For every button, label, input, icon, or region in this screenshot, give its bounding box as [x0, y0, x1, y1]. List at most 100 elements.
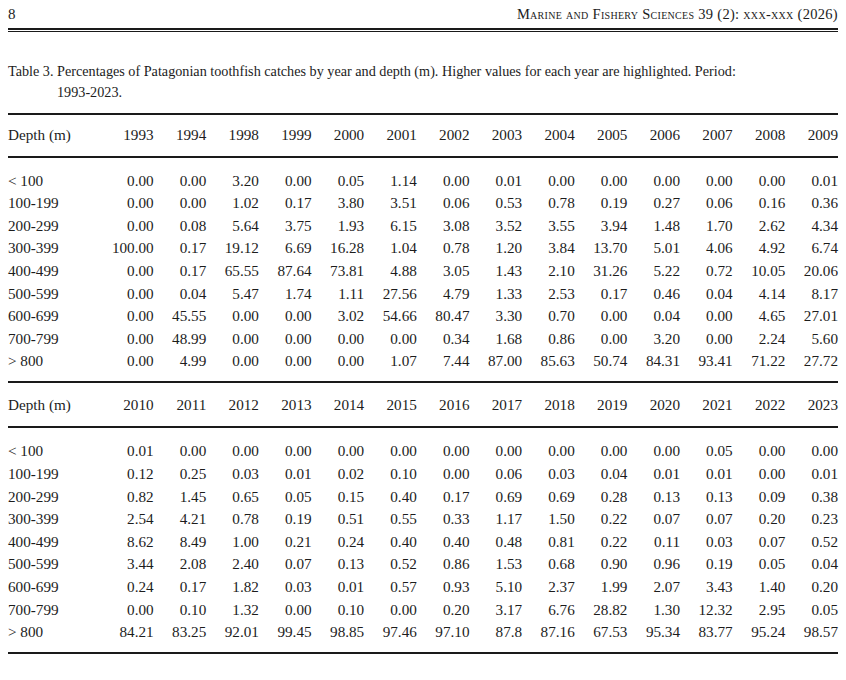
catch-percentage-cell: 12.32	[680, 598, 733, 621]
catch-percentage-cell: 0.05	[680, 427, 733, 462]
catch-percentage-cell: 2.40	[206, 553, 259, 576]
catch-percentage-cell: 1.32	[206, 598, 259, 621]
catch-percentage-cell: 0.08	[154, 214, 207, 237]
catch-percentage-cell: 0.04	[575, 463, 628, 486]
catch-percentage-cell: 8.49	[154, 530, 207, 553]
year-column-header: 2020	[627, 383, 680, 427]
catch-percentage-cell: 0.78	[206, 508, 259, 531]
catch-percentage-cell: 0.13	[627, 485, 680, 508]
catch-percentage-cell: 0.11	[627, 530, 680, 553]
table-row: 100-1990.000.001.020.173.803.510.060.530…	[8, 192, 838, 215]
catch-percentage-cell: 0.46	[627, 282, 680, 305]
table-row: 400-4990.000.1765.5587.6473.814.883.051.…	[8, 260, 838, 283]
catch-percentage-cell: 0.00	[101, 260, 154, 283]
catch-percentage-cell: 0.00	[312, 427, 365, 462]
catch-percentage-cell: 0.06	[680, 192, 733, 215]
catch-percentage-cell: 0.00	[154, 157, 207, 192]
depth-range-label: 400-499	[8, 260, 101, 283]
catch-percentage-cell: 0.65	[206, 485, 259, 508]
catch-percentage-cell: 27.72	[785, 350, 838, 382]
catch-percentage-cell: 1.70	[680, 214, 733, 237]
catch-percentage-cell: 87.16	[522, 621, 575, 653]
catch-percentage-cell: 98.85	[312, 621, 365, 653]
catch-percentage-cell: 0.00	[417, 463, 470, 486]
catch-percentage-cell: 0.05	[259, 485, 312, 508]
catch-percentage-cell: 4.79	[417, 282, 470, 305]
catch-percentage-cell: 0.00	[417, 157, 470, 192]
year-column-header: 2019	[575, 383, 628, 427]
catch-percentage-cell: 0.69	[469, 485, 522, 508]
catch-percentage-cell: 4.14	[733, 282, 786, 305]
catch-percentage-cell: 0.17	[575, 282, 628, 305]
catch-percentage-cell: 0.07	[627, 508, 680, 531]
catch-percentage-cell: 0.00	[680, 305, 733, 328]
catch-percentage-cell: 95.24	[733, 621, 786, 653]
depth-range-label: 200-299	[8, 485, 101, 508]
depth-range-label: > 800	[8, 350, 101, 382]
depth-range-label: 200-299	[8, 214, 101, 237]
catch-percentage-cell: 3.30	[469, 305, 522, 328]
catch-percentage-cell: 0.00	[733, 427, 786, 462]
catch-percentage-cell: 0.40	[364, 530, 417, 553]
catch-percentage-cell: 0.20	[417, 598, 470, 621]
catch-percentage-cell: 0.00	[785, 427, 838, 462]
catch-percentage-cell: 0.28	[575, 485, 628, 508]
catch-percentage-cell: 1.53	[469, 553, 522, 576]
depth-range-label: 100-199	[8, 192, 101, 215]
depth-range-label: > 800	[8, 621, 101, 653]
catch-percentage-cell: 5.10	[469, 576, 522, 599]
catch-table-1993-2009: Depth (m)1993199419981999200020012002200…	[8, 113, 838, 384]
catch-percentage-cell: 0.20	[733, 508, 786, 531]
catch-percentage-cell: 0.00	[154, 192, 207, 215]
catch-percentage-cell: 0.03	[259, 576, 312, 599]
header-rule	[8, 28, 838, 32]
running-header: 8 Marine and Fishery Sciences 39 (2): xx…	[8, 6, 838, 26]
catch-percentage-cell: 0.78	[417, 237, 470, 260]
catch-percentage-cell: 0.00	[259, 598, 312, 621]
table-header-row: Depth (m)1993199419981999200020012002200…	[8, 114, 838, 157]
catch-percentage-cell: 0.55	[364, 508, 417, 531]
catch-percentage-cell: 0.01	[680, 463, 733, 486]
catch-percentage-cell: 28.82	[575, 598, 628, 621]
catch-percentage-cell: 3.80	[312, 192, 365, 215]
catch-percentage-cell: 13.70	[575, 237, 628, 260]
depth-range-label: 100-199	[8, 463, 101, 486]
catch-percentage-cell: 0.00	[206, 305, 259, 328]
year-column-header: 2001	[364, 114, 417, 157]
catch-percentage-cell: 0.07	[733, 530, 786, 553]
depth-column-header: Depth (m)	[8, 383, 101, 427]
catch-percentage-cell: 0.16	[733, 192, 786, 215]
catch-percentage-cell: 0.38	[785, 485, 838, 508]
catch-percentage-cell: 65.55	[206, 260, 259, 283]
catch-percentage-cell: 92.01	[206, 621, 259, 653]
catch-percentage-cell: 0.10	[364, 463, 417, 486]
catch-percentage-cell: 0.70	[522, 305, 575, 328]
catch-percentage-cell: 0.25	[154, 463, 207, 486]
catch-percentage-cell: 71.22	[733, 350, 786, 382]
catch-percentage-cell: 0.40	[417, 530, 470, 553]
catch-percentage-cell: 3.52	[469, 214, 522, 237]
catch-percentage-cell: 0.07	[680, 508, 733, 531]
catch-percentage-cell: 0.00	[469, 427, 522, 462]
catch-percentage-cell: 0.15	[312, 485, 365, 508]
catch-percentage-cell: 0.86	[522, 327, 575, 350]
catch-percentage-cell: 0.00	[101, 157, 154, 192]
catch-percentage-cell: 54.66	[364, 305, 417, 328]
catch-percentage-cell: 0.04	[154, 282, 207, 305]
catch-percentage-cell: 0.24	[312, 530, 365, 553]
catch-percentage-cell: 0.00	[259, 157, 312, 192]
table-row: 500-5990.000.045.471.741.1127.564.791.33…	[8, 282, 838, 305]
caption-line-1: Table 3. Percentages of Patagonian tooth…	[8, 63, 736, 79]
table-row: > 80084.2183.2592.0199.4598.8597.4697.10…	[8, 621, 838, 653]
table-row: 600-6990.0045.550.000.003.0254.6680.473.…	[8, 305, 838, 328]
catch-percentage-cell: 3.17	[469, 598, 522, 621]
year-column-header: 2010	[101, 383, 154, 427]
table-row: 400-4998.628.491.000.210.240.400.400.480…	[8, 530, 838, 553]
depth-range-label: < 100	[8, 157, 101, 192]
catch-percentage-cell: 0.17	[417, 485, 470, 508]
year-column-header: 2002	[417, 114, 470, 157]
year-column-header: 2008	[733, 114, 786, 157]
catch-percentage-cell: 0.69	[522, 485, 575, 508]
catch-percentage-cell: 0.00	[312, 350, 365, 382]
year-column-header: 1998	[206, 114, 259, 157]
